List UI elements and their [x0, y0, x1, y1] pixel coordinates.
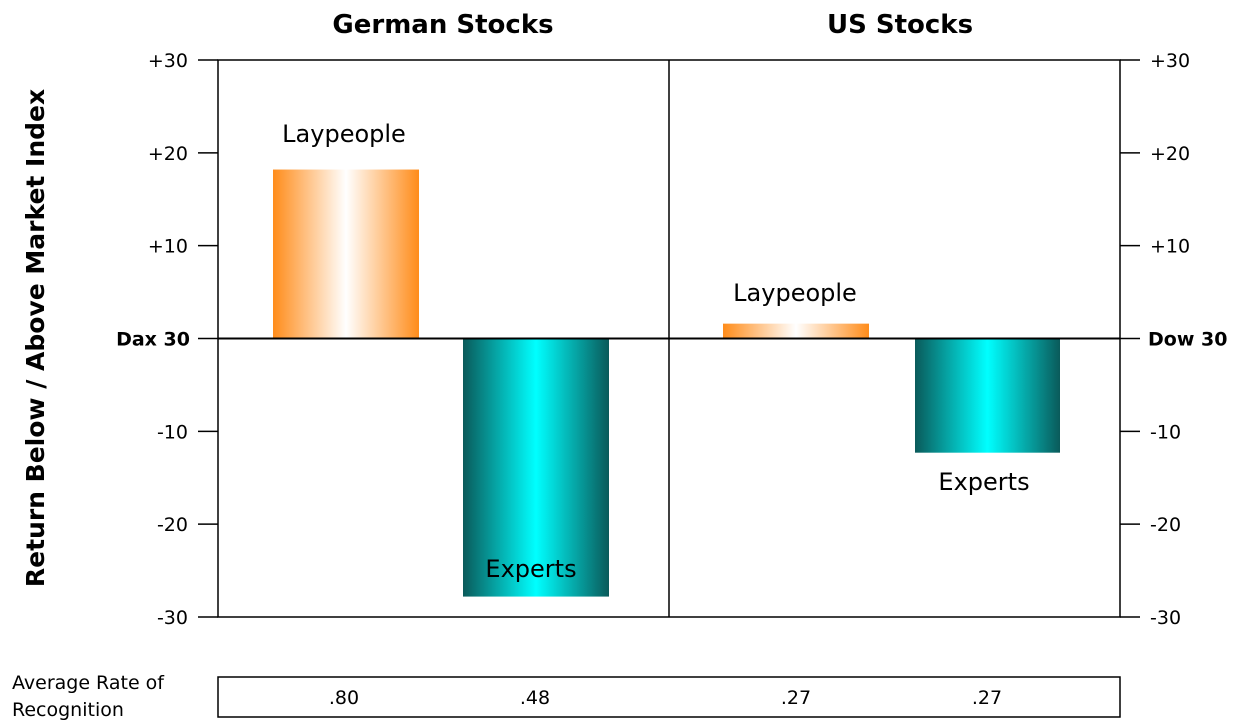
right-tick-label: +30: [1150, 50, 1190, 72]
recognition-value-german-experts: .48: [520, 687, 550, 709]
right-tick-label: -20: [1150, 514, 1181, 536]
right-tick-label: +20: [1150, 143, 1190, 165]
recognition-label-line1: Average Rate of: [12, 672, 165, 694]
recognition-value-us-laypeople: .27: [781, 687, 811, 709]
baseline-label-left: Dax 30: [116, 329, 190, 351]
baseline-label-right: Dow 30: [1148, 329, 1227, 351]
panel-title-german: German Stocks: [332, 10, 553, 40]
panel-title-us: US Stocks: [827, 10, 973, 40]
left-tick-label: -30: [157, 607, 188, 629]
recognition-value-us-experts: .27: [972, 687, 1002, 709]
recognition-label-line2: Recognition: [12, 699, 124, 721]
label-us-laypeople: Laypeople: [733, 279, 857, 307]
left-tick-label: +30: [148, 50, 188, 72]
right-tick-label: -30: [1150, 607, 1181, 629]
left-axis-ticks: -30 -20 -10 Dax 30 +10 +20 +30: [116, 50, 218, 629]
left-tick-label: -10: [157, 421, 188, 443]
recognition-box: [217, 676, 1121, 718]
right-tick-label: -10: [1150, 421, 1181, 443]
bar-german-experts: [463, 338, 609, 597]
label-german-experts: Experts: [485, 555, 576, 583]
left-tick-label: -20: [157, 514, 188, 536]
left-tick-label: +10: [148, 236, 188, 258]
bar-us-laypeople: [723, 323, 869, 339]
y-axis-label: Return Below / Above Market Index: [21, 89, 50, 587]
label-german-laypeople: Laypeople: [282, 120, 406, 148]
recognition-value-german-laypeople: .80: [329, 687, 359, 709]
bar-us-experts: [915, 338, 1060, 453]
label-us-experts: Experts: [938, 468, 1029, 496]
left-tick-label: +20: [148, 143, 188, 165]
right-tick-label: +10: [1150, 236, 1190, 258]
right-axis-ticks: -30 -20 -10 Dow 30 +10 +20 +30: [1120, 50, 1227, 629]
bar-german-laypeople: [273, 169, 419, 339]
